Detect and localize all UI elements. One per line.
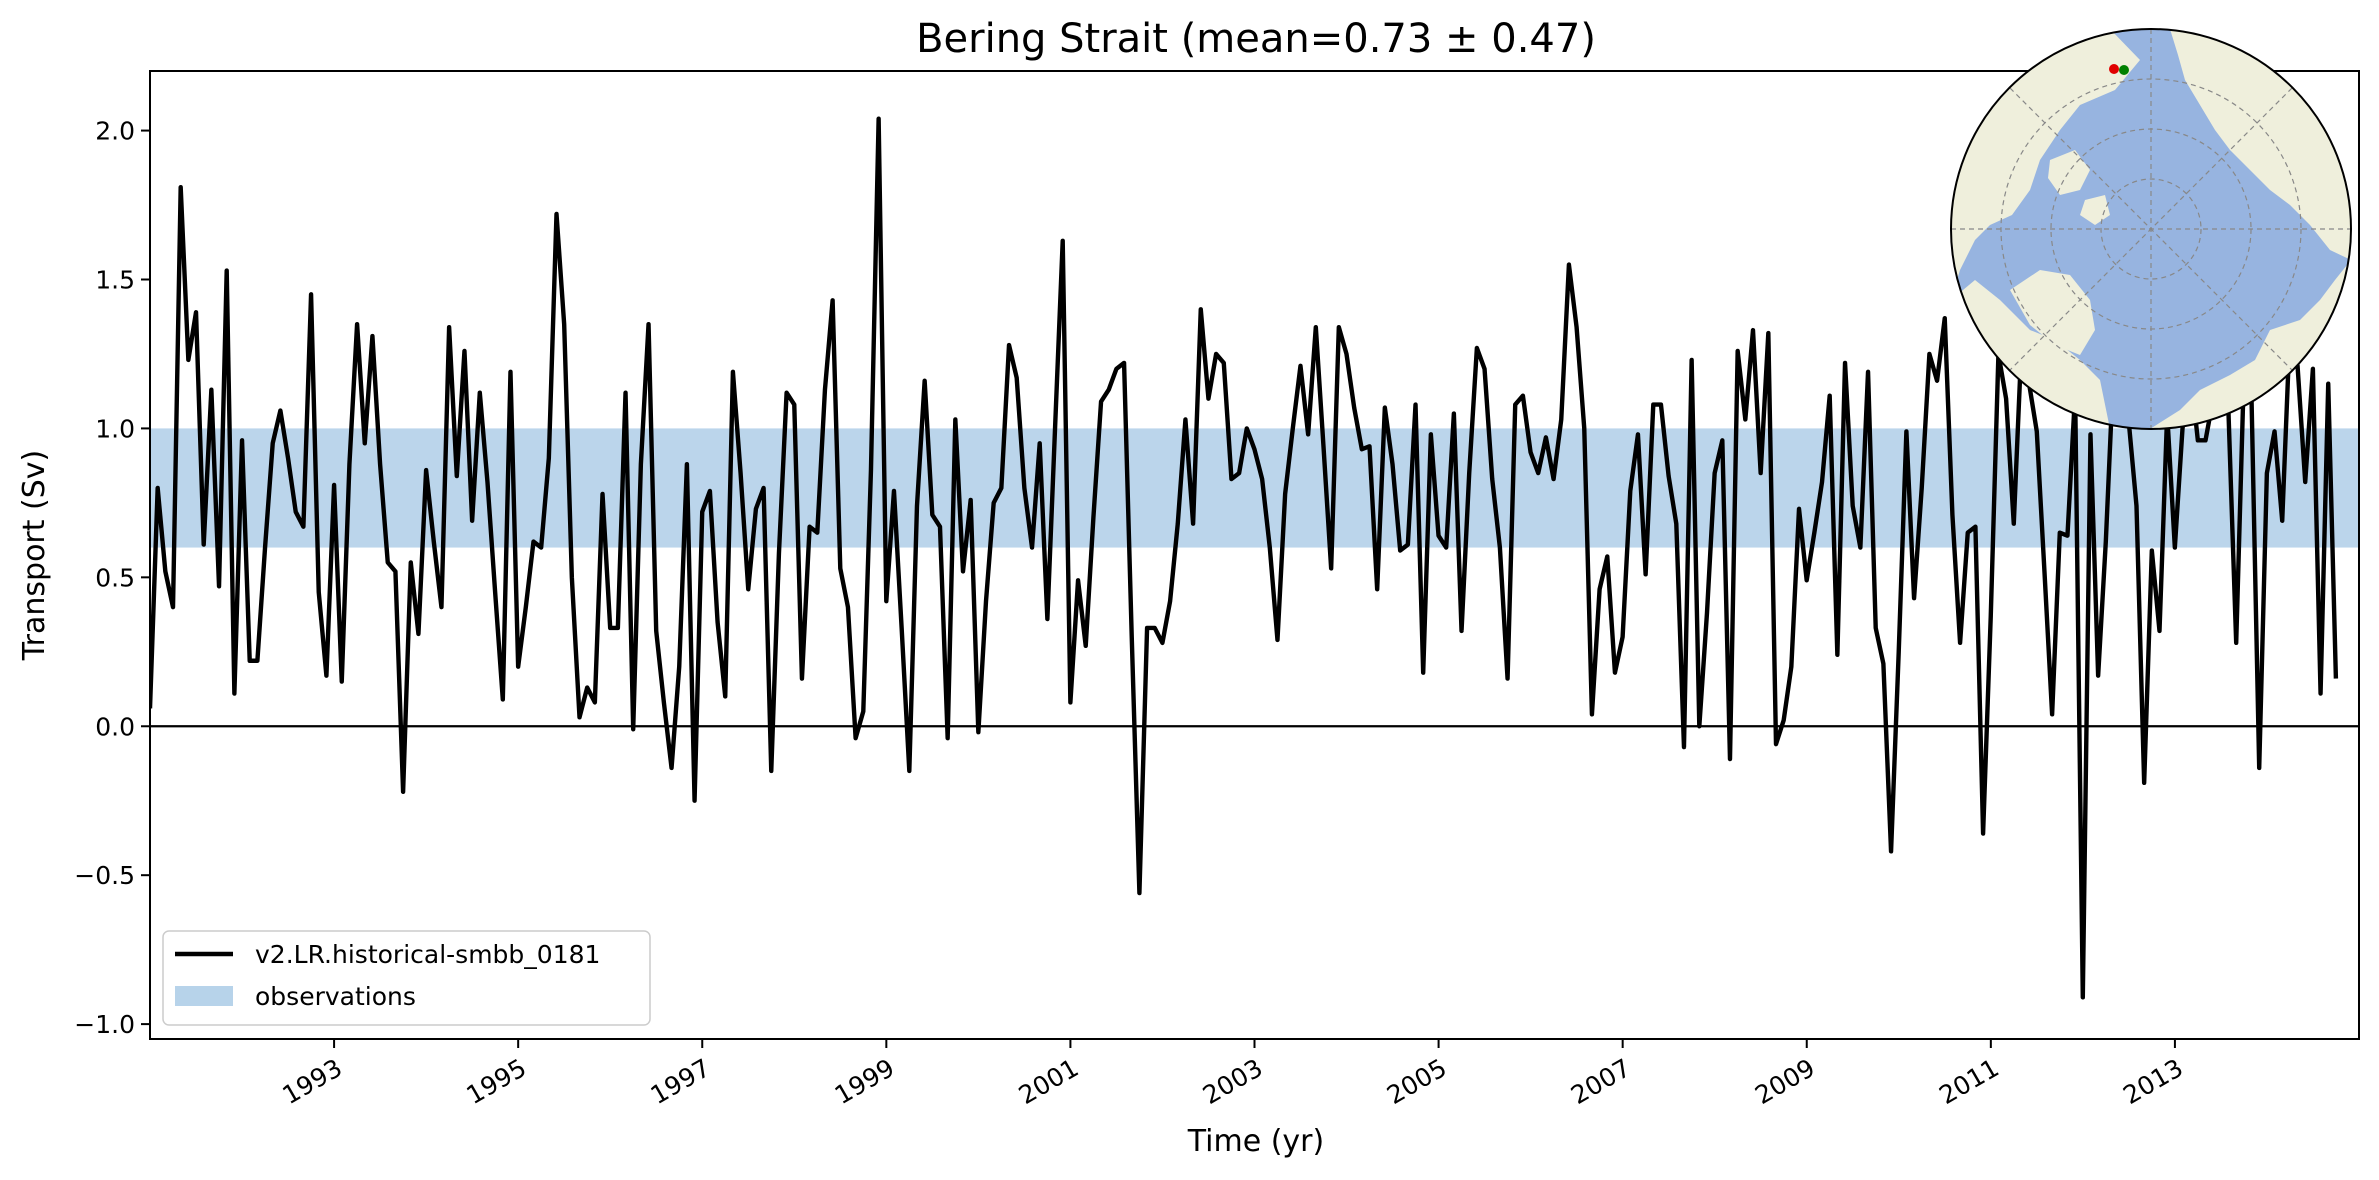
map-outline [1950,28,2352,430]
legend-frame [162,930,651,1026]
x-tick-label: 1999 [830,1053,900,1110]
legend-observations-label: observations [255,982,416,1011]
legend: v2.LR.historical-smbb_0181 observations [162,930,651,1026]
map-grid-ring-1 [2100,178,2202,280]
x-tick-label: 1995 [462,1053,532,1110]
plot-area [150,116,2359,1000]
x-tick-label: 2011 [1934,1053,2004,1110]
y-tick-label: 0.5 [95,563,135,592]
legend-series-label: v2.LR.historical-smbb_0181 [255,940,600,969]
y-tick-label: 1.0 [95,414,135,443]
map-land-islands [2048,150,2110,225]
inset-polar-map [1950,28,2352,430]
map-grid-meridians [1951,29,2351,429]
x-tick-label: 1993 [277,1053,347,1110]
map-marker-green [2119,65,2129,75]
legend-observations-swatch [175,986,233,1006]
y-tick-label: 0.0 [95,712,135,741]
x-tick-label: 2013 [2118,1053,2188,1110]
y-axis-ticks: −1.0 −0.5 0.0 0.5 1.0 1.5 2.0 [74,117,150,1039]
x-tick-label: 2003 [1198,1053,1268,1110]
x-tick-label: 2005 [1382,1053,1452,1110]
y-tick-label: −0.5 [74,861,135,890]
x-tick-label: 2001 [1014,1053,1084,1110]
y-tick-label: −1.0 [74,1010,135,1039]
map-land-greenland [2010,270,2095,355]
map-marker-red [2109,64,2119,74]
x-tick-label: 1997 [646,1053,716,1110]
y-tick-label: 1.5 [95,265,135,294]
chart-title: Bering Strait (mean=0.73 ± 0.47) [916,16,1596,62]
y-tick-label: 2.0 [95,117,135,146]
y-axis-label: Transport (Sv) [17,450,52,662]
x-axis-label: Time (yr) [1187,1124,1324,1159]
plot-frame [149,70,2360,1040]
x-axis-ticks: 1993 1995 1997 1999 2001 2003 2005 2007 2009 2011… [277,1039,2188,1110]
series-line [150,116,2339,1000]
x-tick-label: 2007 [1566,1053,1636,1110]
x-tick-label: 2009 [1750,1053,1820,1110]
